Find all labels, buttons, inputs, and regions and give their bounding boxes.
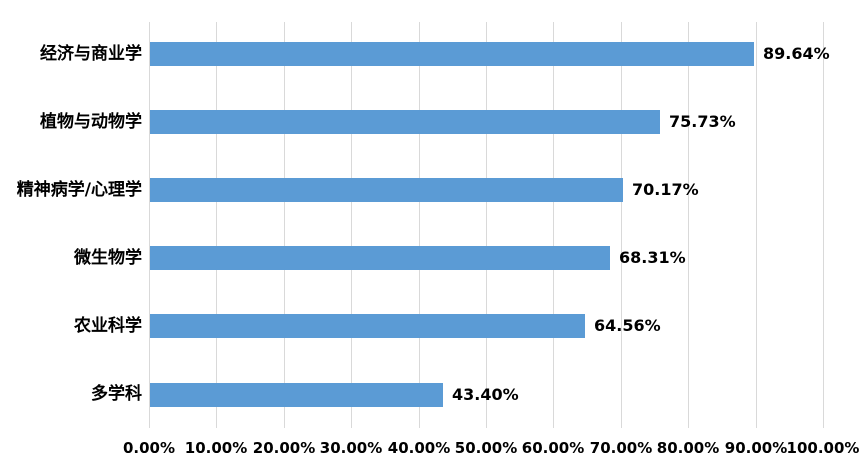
x-tick-label: 50.00%: [454, 439, 518, 457]
bar-6: [150, 383, 443, 407]
bar-2: [150, 110, 660, 134]
x-tick-label: 20.00%: [252, 439, 316, 457]
x-tick-label: 80.00%: [656, 439, 720, 457]
category-label: 农业科学: [74, 316, 142, 336]
gridline-80.00%: [688, 22, 689, 428]
gridline-40.00%: [419, 22, 420, 428]
data-label: 64.56%: [594, 316, 661, 335]
x-tick-label: 90.00%: [724, 439, 788, 457]
data-label: 43.40%: [452, 385, 519, 404]
category-label: 经济与商业学: [40, 44, 142, 64]
x-tick-label: 40.00%: [387, 439, 451, 457]
bar-3: [150, 178, 623, 202]
x-tick-label: 100.00%: [786, 439, 860, 457]
bar-4: [150, 246, 610, 270]
data-label: 70.17%: [632, 180, 699, 199]
bar-1: [150, 42, 754, 66]
category-label: 微生物学: [74, 248, 142, 268]
x-tick-label: 70.00%: [589, 439, 653, 457]
category-label: 植物与动物学: [40, 112, 142, 132]
x-tick-label: 30.00%: [319, 439, 383, 457]
category-label: 精神病学/心理学: [16, 180, 142, 200]
data-label: 75.73%: [669, 112, 736, 131]
gridline-30.00%: [351, 22, 352, 428]
gridline-60.00%: [553, 22, 554, 428]
gridline-10.00%: [216, 22, 217, 428]
gridline-50.00%: [486, 22, 487, 428]
data-label: 89.64%: [763, 44, 830, 63]
gridline-90.00%: [756, 22, 757, 428]
data-label: 68.31%: [619, 248, 686, 267]
gridline-20.00%: [284, 22, 285, 428]
x-tick-label: 60.00%: [521, 439, 585, 457]
x-tick-label: 10.00%: [184, 439, 248, 457]
category-label: 多学科: [91, 384, 142, 404]
gridline-0.00%: [149, 22, 150, 428]
bar-5: [150, 314, 585, 338]
gridline-100.00%: [823, 22, 824, 428]
x-tick-label: 0.00%: [122, 439, 176, 457]
gridline-70.00%: [621, 22, 622, 428]
